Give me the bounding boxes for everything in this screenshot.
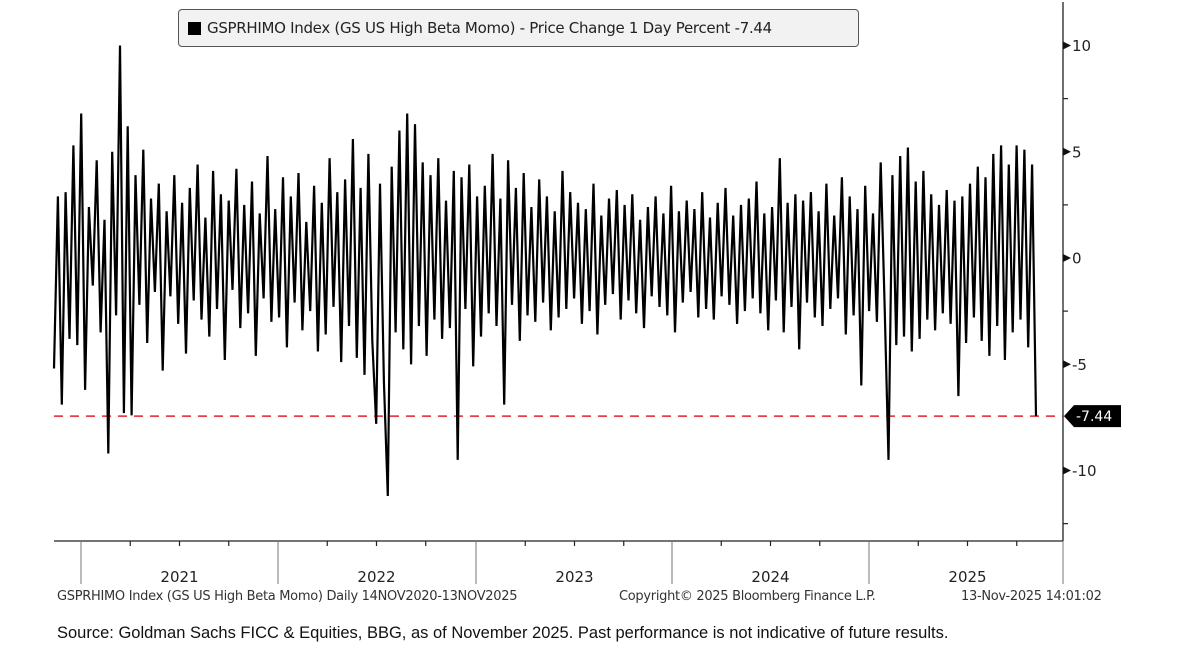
y-tick-mark (1063, 147, 1071, 156)
y-axis-ticks: 10 5 0 -5 -10 (1063, 37, 1097, 525)
legend-swatch-icon (188, 21, 201, 35)
x-tick-label: 2024 (751, 568, 789, 586)
footer-series-info: GSPRHIMO Index (GS US High Beta Momo) Da… (57, 589, 518, 604)
source-note: Source: Goldman Sachs FICC & Equities, B… (57, 624, 949, 642)
y-tick-mark (1063, 466, 1071, 475)
y-tick-mark (1063, 254, 1071, 262)
legend: GSPRHIMO Index (GS US High Beta Momo) - … (178, 9, 859, 47)
footer-timestamp: 13-Nov-2025 14:01:02 (961, 589, 1102, 604)
legend-text: GSPRHIMO Index (GS US High Beta Momo) - … (207, 19, 772, 37)
x-tick-label: 2023 (555, 568, 593, 586)
last-value-tag-shape (1064, 405, 1121, 428)
last-value-tag: -7.44 (1064, 405, 1121, 428)
y-tick-label: 0 (1072, 250, 1082, 268)
series-line (52, 45, 1038, 497)
x-tick-label: 2022 (357, 568, 395, 586)
y-tick-mark (1063, 41, 1071, 50)
footer-copyright: Copyright© 2025 Bloomberg Finance L.P. (619, 589, 876, 604)
y-tick-label: -5 (1072, 356, 1087, 374)
y-tick-label: -10 (1072, 462, 1097, 480)
y-tick-mark (1063, 360, 1071, 369)
y-tick-label: 5 (1072, 143, 1082, 161)
series-layer (52, 45, 1038, 497)
axes (54, 2, 1064, 542)
x-axis-ticks: 2021 2022 2023 2024 2025 (80, 541, 1064, 586)
x-tick-label: 2021 (160, 568, 198, 586)
x-tick-label: 2025 (948, 568, 986, 586)
y-tick-label: 10 (1072, 37, 1091, 55)
last-value-label: -7.44 (1076, 409, 1112, 425)
